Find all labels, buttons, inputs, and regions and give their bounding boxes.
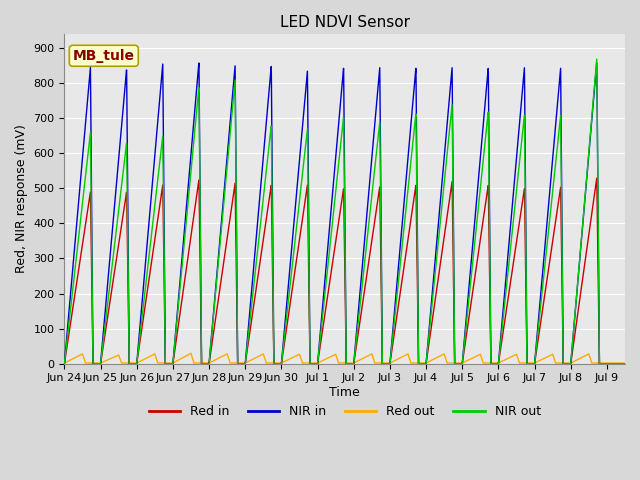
Legend: Red in, NIR in, Red out, NIR out: Red in, NIR in, Red out, NIR out <box>143 400 546 423</box>
Y-axis label: Red, NIR response (mV): Red, NIR response (mV) <box>15 124 28 273</box>
Text: MB_tule: MB_tule <box>73 49 135 63</box>
X-axis label: Time: Time <box>330 386 360 399</box>
Title: LED NDVI Sensor: LED NDVI Sensor <box>280 15 410 30</box>
